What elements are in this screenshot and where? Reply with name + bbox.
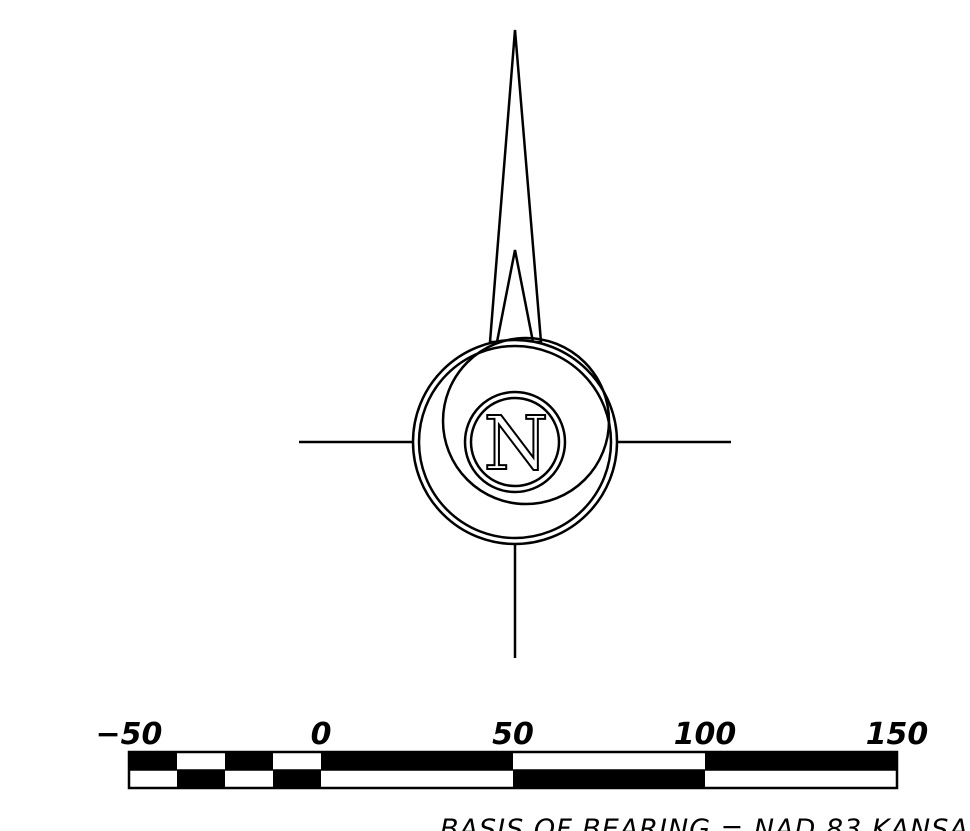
scale-label-100: 100	[674, 717, 737, 752]
scale-seg-top-1	[129, 752, 177, 770]
scale-bar-bottom-row	[177, 770, 705, 788]
scale-seg-top-3	[225, 752, 273, 770]
north-needle-inner	[495, 249, 535, 344]
scale-bar-top-row	[129, 752, 897, 770]
scale-label-50: 50	[492, 717, 534, 752]
scale-seg-bottom-4	[273, 770, 321, 788]
scale-label-minus-50: −50	[96, 717, 163, 752]
n-badge-outer-circle	[463, 390, 567, 494]
scale-seg-bottom-6	[513, 770, 705, 788]
scale-seg-top-7	[705, 752, 897, 770]
basis-of-bearing-note: BASIS OF BEARING = NAD 83 KANSAS SOUTH Z…	[440, 814, 970, 831]
compass-outer-ring-inner-line	[417, 344, 613, 540]
scale-label-0: 0	[311, 717, 332, 752]
n-badge-inner-circle	[469, 396, 561, 488]
scale-seg-top-5	[321, 752, 513, 770]
scale-seg-bottom-2	[177, 770, 225, 788]
compass-offset-circle	[441, 336, 611, 506]
scale-label-150: 150	[866, 717, 929, 752]
north-letter: N	[484, 401, 549, 487]
north-needle-outer	[488, 29, 543, 344]
